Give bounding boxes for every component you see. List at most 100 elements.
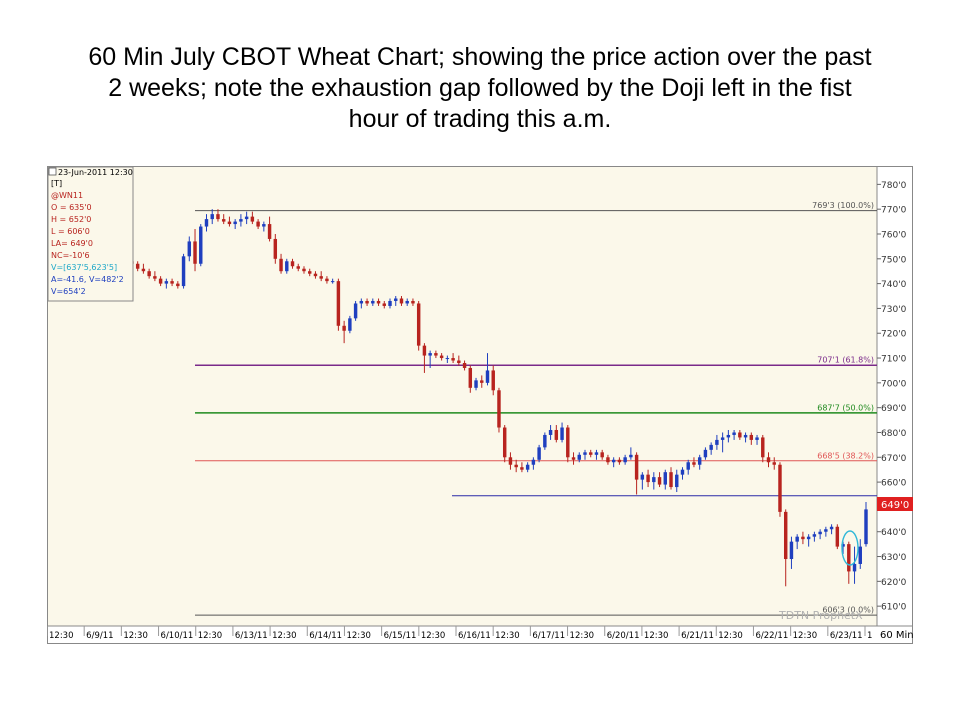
candle	[560, 422, 564, 443]
candle-body	[411, 300, 415, 304]
candle	[566, 425, 570, 463]
candle-body	[663, 472, 668, 485]
candle	[812, 531, 817, 542]
candle-body	[285, 261, 289, 272]
candle	[164, 278, 169, 289]
candle-body	[302, 268, 306, 272]
x-tick-label: 1	[867, 631, 872, 641]
candle	[262, 221, 266, 232]
candle	[434, 350, 438, 359]
candle-body	[227, 221, 232, 225]
candle	[170, 278, 174, 287]
candle-body	[497, 390, 501, 428]
x-tick-label: 12:30	[421, 631, 446, 641]
candle-body	[290, 261, 295, 267]
candle-body	[864, 509, 868, 545]
candle	[520, 462, 524, 473]
candle	[692, 457, 696, 468]
candle	[611, 457, 616, 468]
candle-body	[692, 462, 696, 465]
candle-body	[732, 432, 736, 435]
candle-body	[365, 300, 369, 304]
x-tick-label: 12:30	[272, 631, 297, 641]
candle-body	[342, 325, 346, 331]
candle-body	[617, 459, 622, 463]
candle-body	[176, 283, 180, 287]
candle-body	[256, 221, 260, 227]
candle	[497, 387, 501, 433]
candle	[336, 278, 341, 331]
y-tick-label: 770'0	[881, 206, 907, 216]
candle-body	[135, 263, 140, 269]
y-tick-label: 760'0	[881, 230, 907, 240]
x-tick-label: 12:30	[793, 631, 818, 641]
candle	[675, 469, 679, 493]
chart-svg: 769'3 (100.0%) 707'1 (61.8%) 687'7 (50.0%)…	[46, 166, 914, 644]
x-tick-label: 12:30	[198, 631, 223, 641]
candle	[646, 469, 650, 488]
candle	[468, 365, 473, 393]
candle-body	[577, 454, 581, 460]
candle-body	[634, 454, 639, 480]
candle	[445, 355, 450, 364]
candle-body	[514, 464, 518, 468]
fib-levels: 769'3 (100.0%) 707'1 (61.8%) 687'7 (50.0%)…	[195, 201, 877, 616]
candle	[789, 536, 794, 569]
x-tick-label: 6/9/11	[86, 631, 113, 641]
candle	[428, 350, 432, 368]
candle-body	[858, 546, 862, 564]
candle-body	[434, 353, 438, 356]
candle-body	[680, 469, 685, 475]
candle-body	[405, 300, 409, 304]
info-box: 23-Jun-2011 12:30 [T] @WN11 O = 635'0 H …	[47, 166, 134, 302]
candle	[158, 276, 163, 287]
candle	[285, 258, 289, 274]
candle-body	[824, 529, 828, 532]
y-tick-label: 670'0	[881, 454, 907, 464]
candle	[193, 229, 197, 272]
x-tick-label: 6/22/11	[755, 631, 788, 641]
candle-body	[233, 221, 237, 225]
candle	[187, 236, 192, 262]
candle	[841, 541, 845, 555]
candle-body	[187, 241, 192, 257]
candle-body	[548, 429, 553, 435]
candle-body	[296, 266, 300, 269]
candle	[537, 444, 541, 463]
x-tick-label: 12:30	[570, 631, 595, 641]
candle	[663, 469, 668, 490]
x-tick-label: 6/14/11	[309, 631, 342, 641]
candle	[342, 320, 346, 344]
x-tick-label: 12:30	[644, 631, 669, 641]
candle	[531, 457, 536, 470]
candle	[783, 509, 788, 587]
candle-body	[382, 303, 386, 306]
candle-body	[462, 363, 467, 368]
candle	[852, 546, 857, 584]
candle	[147, 268, 151, 279]
y-tick-label: 780'0	[881, 181, 907, 191]
candle	[657, 472, 662, 488]
candle-body	[818, 531, 822, 535]
candle	[703, 447, 708, 460]
candle-body	[439, 355, 444, 359]
x-tick-label: 6/23/11	[830, 631, 863, 641]
candle-body	[738, 432, 742, 438]
candle	[474, 377, 478, 391]
candle	[221, 214, 226, 225]
x-tick-label: 12:30	[123, 631, 148, 641]
candle	[801, 531, 805, 545]
candle-body	[468, 367, 473, 388]
x-tick-label: 6/15/11	[384, 631, 417, 641]
candle-body	[244, 216, 249, 220]
candle-body	[594, 452, 599, 455]
candle-body	[571, 457, 576, 460]
candle-body	[606, 457, 610, 463]
y-tick-label: 630'0	[881, 553, 907, 563]
info-average: A=-41.6, V=482'2	[51, 275, 124, 284]
candle	[457, 355, 461, 366]
candle-body	[554, 429, 559, 440]
candle	[204, 214, 209, 232]
candle	[548, 425, 553, 440]
candle	[394, 296, 398, 306]
